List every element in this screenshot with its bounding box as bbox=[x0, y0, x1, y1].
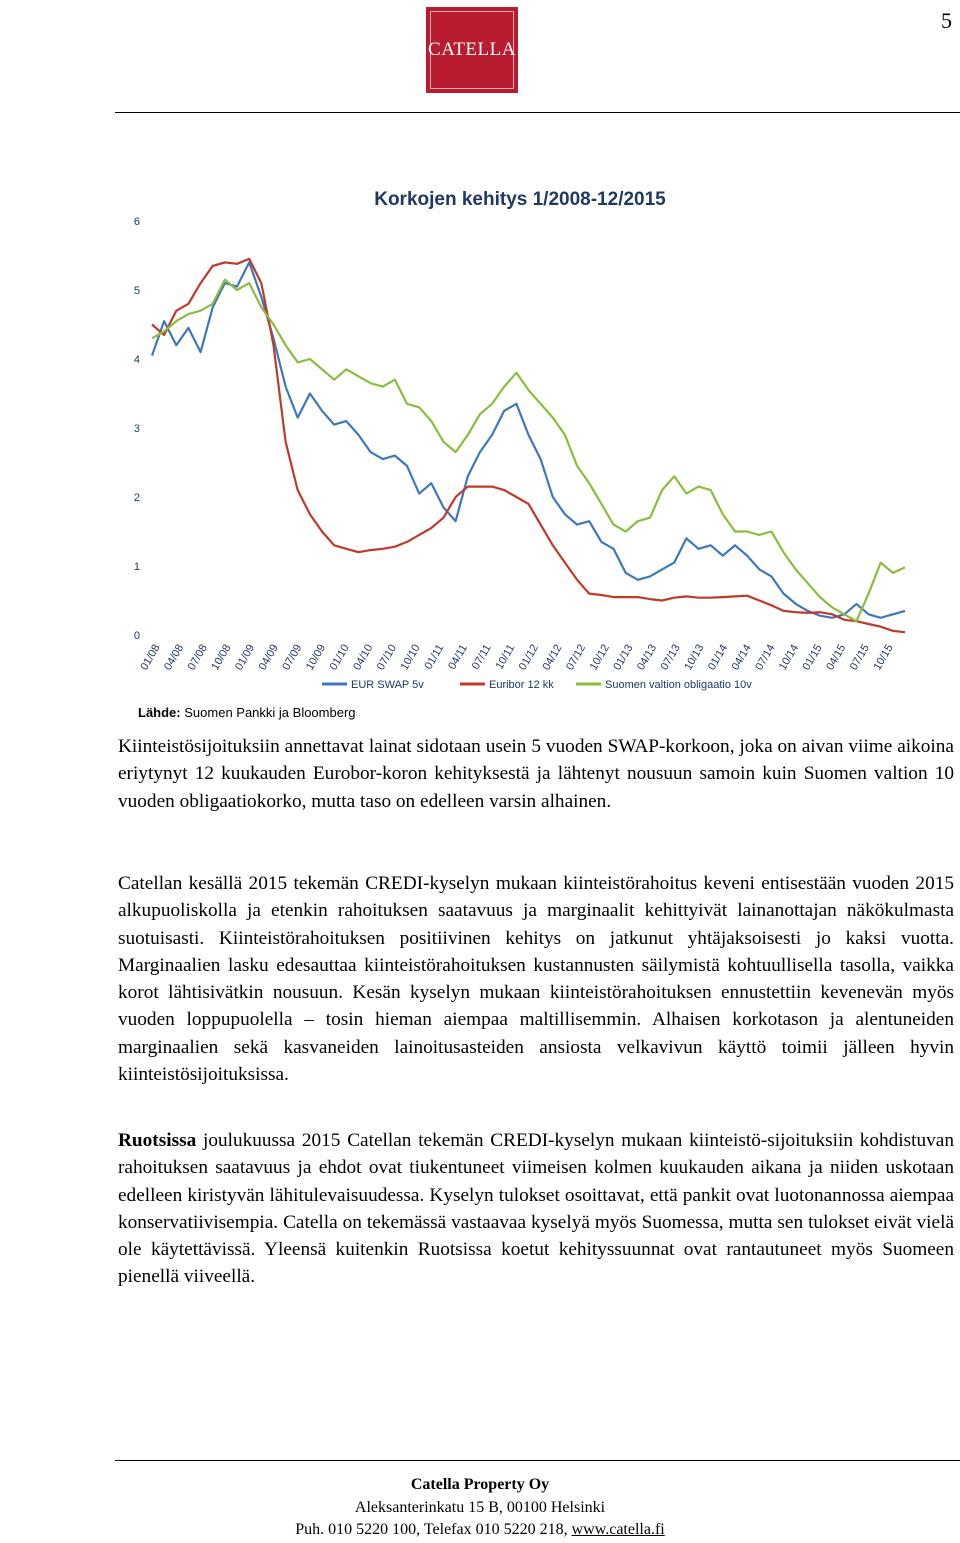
x-tick-label: 04/14 bbox=[730, 643, 754, 673]
x-tick-label: 01/13 bbox=[611, 643, 635, 673]
paragraph-credi-finland: Catellan kesällä 2015 tekemän CREDI-kyse… bbox=[118, 873, 954, 1086]
x-tick-label: 07/15 bbox=[848, 643, 872, 673]
x-tick-label: 04/08 bbox=[162, 643, 186, 673]
x-tick-label: 04/09 bbox=[257, 643, 281, 673]
x-tick-label: 10/13 bbox=[682, 643, 706, 673]
header-rule bbox=[115, 112, 960, 113]
x-tick-label: 01/15 bbox=[801, 643, 825, 673]
y-tick-label: 0 bbox=[134, 630, 140, 642]
paragraph-sweden: Ruotsissa joulukuussa 2015 Catellan teke… bbox=[118, 1127, 954, 1291]
x-tick-label: 10/15 bbox=[871, 643, 895, 673]
series-line-1 bbox=[151, 257, 906, 634]
footer-website-link[interactable]: www.catella.fi bbox=[571, 1521, 665, 1538]
x-tick-label: 07/12 bbox=[564, 643, 588, 673]
page-number: 5 bbox=[941, 8, 952, 33]
x-tick-label: 04/15 bbox=[824, 643, 848, 673]
x-tick-label: 10/12 bbox=[588, 643, 612, 673]
interest-rate-chart: Korkojen kehitys 1/2008-12/2015 0 1 2 3 4 5 6 01… bbox=[134, 189, 906, 691]
x-tick-label: 10/08 bbox=[209, 643, 233, 673]
x-tick-label: 10/09 bbox=[304, 643, 328, 673]
x-tick-label: 10/11 bbox=[494, 643, 518, 672]
x-tick-label: 01/11 bbox=[423, 643, 447, 672]
logo-text: CATELLA bbox=[428, 39, 516, 60]
source-text: Suomen Pankki ja Bloomberg bbox=[184, 705, 356, 720]
chart-title: Korkojen kehitys 1/2008-12/2015 bbox=[374, 189, 666, 210]
x-tick-label: 01/10 bbox=[328, 643, 352, 673]
y-tick-label: 2 bbox=[134, 492, 140, 504]
footer-rule bbox=[115, 1460, 960, 1461]
y-tick-label: 5 bbox=[134, 285, 140, 297]
x-tick-label: 01/14 bbox=[706, 643, 730, 673]
sweden-heading: Ruotsissa bbox=[118, 1130, 197, 1151]
footer-address: Aleksanterinkatu 15 B, 00100 Helsinki bbox=[354, 1499, 606, 1516]
y-tick-label: 1 bbox=[134, 561, 140, 573]
x-tick-label: 10/14 bbox=[777, 643, 801, 673]
x-tick-label: 07/10 bbox=[375, 643, 399, 673]
paragraph-swap: Kiinteistösijoituksiin annettavat lainat… bbox=[118, 736, 954, 812]
catella-logo: CATELLA bbox=[426, 7, 518, 93]
y-tick-label: 3 bbox=[134, 423, 140, 435]
y-tick-label: 6 bbox=[134, 216, 140, 228]
x-tick-label: 01/08 bbox=[138, 643, 162, 673]
legend-label: EUR SWAP 5v bbox=[351, 679, 424, 691]
x-tick-label: 10/10 bbox=[399, 643, 423, 673]
x-tick-label: 01/09 bbox=[233, 643, 257, 673]
x-tick-label: 04/13 bbox=[635, 643, 659, 673]
x-tick-label: 07/13 bbox=[659, 643, 683, 673]
legend-label: Euribor 12 kk bbox=[489, 679, 554, 691]
footer-company: Catella Property Oy bbox=[410, 1476, 550, 1493]
x-tick-label: 01/12 bbox=[517, 643, 541, 673]
chart-source: Lähde: Suomen Pankki ja Bloomberg bbox=[138, 705, 356, 720]
y-tick-label: 4 bbox=[134, 354, 140, 366]
footer-contact: Puh. 010 5220 100, Telefax 010 5220 218,… bbox=[230, 1521, 730, 1539]
x-tick-label: 07/14 bbox=[753, 643, 777, 673]
x-tick-label: 07/11 bbox=[470, 643, 494, 672]
source-label: Lähde: bbox=[138, 705, 181, 720]
x-tick-label: 07/09 bbox=[280, 643, 304, 673]
series-line-0 bbox=[150, 261, 906, 619]
x-tick-label: 04/12 bbox=[540, 643, 564, 673]
x-tick-label: 04/11 bbox=[446, 643, 470, 672]
sweden-text: joulukuussa 2015 Catellan tekemän CREDI-… bbox=[118, 1130, 954, 1288]
x-tick-label: 04/10 bbox=[351, 643, 375, 673]
series-line-2 bbox=[151, 278, 906, 623]
x-tick-label: 07/08 bbox=[186, 643, 210, 673]
legend-label: Suomen valtion obligaatio 10v bbox=[605, 679, 752, 691]
footer-phone: Puh. 010 5220 100, Telefax 010 5220 218, bbox=[295, 1521, 572, 1538]
